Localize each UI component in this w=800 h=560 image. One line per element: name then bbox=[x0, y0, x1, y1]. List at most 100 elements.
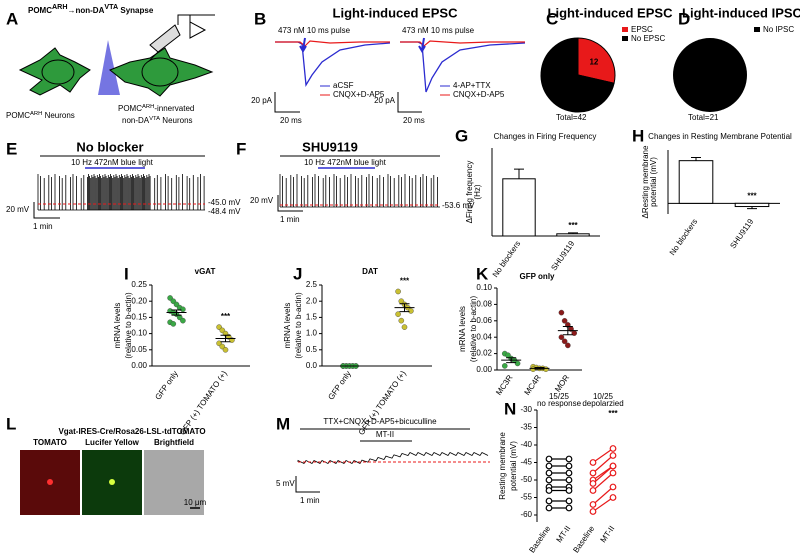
scale-label: 5 mV bbox=[276, 479, 295, 488]
x-tick-label: GFP only bbox=[153, 369, 179, 401]
panel-letter: F bbox=[236, 139, 246, 158]
y-tick-label: -35 bbox=[520, 423, 532, 432]
scale-label: 20 pA bbox=[251, 96, 273, 105]
group-label: no response bbox=[537, 399, 582, 408]
pie-slice bbox=[540, 37, 615, 113]
panel-title: No blocker bbox=[76, 139, 143, 154]
data-point bbox=[589, 480, 597, 487]
label: non-DAVTA Neurons bbox=[122, 116, 193, 126]
data-point bbox=[501, 363, 508, 369]
epsc-traces bbox=[274, 37, 526, 113]
data-point bbox=[401, 324, 408, 330]
pie-slice bbox=[577, 37, 616, 84]
x-tick-label: GFP (+) TOMATO (+) bbox=[357, 369, 408, 437]
image-label: Lucifer Yellow bbox=[85, 438, 139, 447]
panel-title: SHU9119 bbox=[302, 139, 358, 154]
panel-letter: K bbox=[476, 264, 489, 283]
note: Total=21 bbox=[688, 113, 719, 122]
data-point bbox=[545, 455, 553, 463]
chart-title: Changes in Firing Frequency bbox=[494, 132, 597, 141]
legend-label: aCSF bbox=[333, 81, 354, 90]
x-tick-label: Baseline bbox=[527, 524, 552, 555]
data-point bbox=[170, 321, 177, 327]
sem-bar bbox=[506, 357, 517, 364]
pair-line bbox=[592, 497, 614, 512]
pair-line bbox=[592, 448, 614, 463]
scale-label: 10 μm bbox=[184, 498, 207, 507]
drug-label: TTX+CNQX+D-AP5+bicuculline bbox=[323, 417, 437, 426]
y-tick-label: -45 bbox=[520, 458, 532, 467]
level-label: -48.4 mV bbox=[208, 207, 241, 216]
data-point bbox=[545, 462, 553, 470]
scale-bar bbox=[295, 476, 320, 493]
data-point bbox=[545, 487, 553, 494]
bar bbox=[678, 160, 714, 204]
chart-title: Light-induced IPSC bbox=[682, 5, 800, 20]
label: POMCARH-innervated bbox=[118, 104, 194, 114]
group-label: 15/25 bbox=[549, 392, 570, 401]
stim-label: 10 Hz 472nM blue light bbox=[304, 158, 387, 167]
data-point bbox=[589, 459, 597, 466]
group-label: 10/25 bbox=[593, 392, 614, 401]
y-axis-label: (relative to b-actin) bbox=[124, 292, 133, 359]
data-point bbox=[514, 360, 521, 367]
data-point bbox=[609, 469, 617, 477]
data-point bbox=[558, 334, 565, 341]
error-bar bbox=[747, 206, 757, 210]
panel-title: Light-induced EPSC bbox=[333, 5, 459, 20]
panel-letter: L bbox=[6, 414, 16, 433]
y-axis-label: mRNA levels bbox=[283, 303, 292, 349]
data-point bbox=[565, 455, 573, 463]
annotation: *** bbox=[747, 192, 757, 201]
data-point bbox=[589, 469, 597, 477]
voltage-trace bbox=[297, 451, 489, 465]
x-tick-label: MT-II bbox=[599, 524, 617, 544]
annotation: *** bbox=[221, 312, 231, 321]
y-tick-label: 0.20 bbox=[131, 296, 147, 305]
pair-line bbox=[592, 486, 614, 505]
legend-swatch bbox=[754, 27, 760, 32]
stim-label: 10 Hz 472nM blue light bbox=[71, 158, 154, 167]
data-point bbox=[565, 342, 571, 349]
data-point bbox=[561, 338, 568, 345]
panel-letter: D bbox=[678, 9, 690, 28]
data-point bbox=[545, 504, 553, 512]
data-point bbox=[558, 309, 565, 316]
legend-label: EPSC bbox=[631, 25, 653, 34]
superscript: ARH bbox=[142, 104, 154, 110]
level-label: -45.0 mV bbox=[208, 198, 241, 207]
data-point bbox=[565, 476, 573, 484]
y-tick-label: 1.5 bbox=[306, 313, 318, 322]
pulse-label: 473 nM 10 ms pulse bbox=[278, 26, 351, 35]
bar bbox=[556, 233, 590, 237]
panel-letter: A bbox=[6, 9, 18, 28]
error-bar bbox=[691, 156, 701, 161]
data-point bbox=[180, 306, 186, 313]
superscript: VTA bbox=[149, 116, 160, 122]
y-tick-label: 0.10 bbox=[131, 329, 147, 338]
data-point bbox=[589, 508, 597, 515]
panel-letter: M bbox=[276, 414, 290, 433]
legend-swatch bbox=[622, 36, 628, 41]
text-part: Neurons bbox=[42, 111, 74, 120]
y-tick-label: -30 bbox=[520, 405, 532, 414]
y-tick-label: 0.00 bbox=[131, 361, 147, 370]
y-axis-label: (relative to b-actin) bbox=[469, 296, 478, 363]
scale-bar bbox=[33, 202, 60, 219]
image-label: TOMATO bbox=[33, 438, 67, 447]
y-tick-label: -60 bbox=[520, 510, 532, 519]
panel-letter: C bbox=[546, 9, 558, 28]
value-label: 21 bbox=[706, 70, 715, 79]
y-axis-label: mRNA levels bbox=[458, 306, 467, 352]
x-tick-label: Baseline bbox=[571, 524, 596, 555]
scale-label: 1 min bbox=[300, 496, 320, 505]
panel-letter: E bbox=[6, 139, 17, 158]
chart-title: vGAT bbox=[195, 267, 216, 276]
pair-line bbox=[592, 472, 614, 491]
x-tick-label: No blockers bbox=[491, 239, 523, 279]
label: POMCARH→non-DAVTA Synapse bbox=[28, 3, 154, 15]
legend-label: 4-AP+TTX bbox=[453, 81, 491, 90]
legend-label: No IPSC bbox=[763, 25, 794, 34]
y-axis-label: (Hz) bbox=[473, 184, 482, 199]
